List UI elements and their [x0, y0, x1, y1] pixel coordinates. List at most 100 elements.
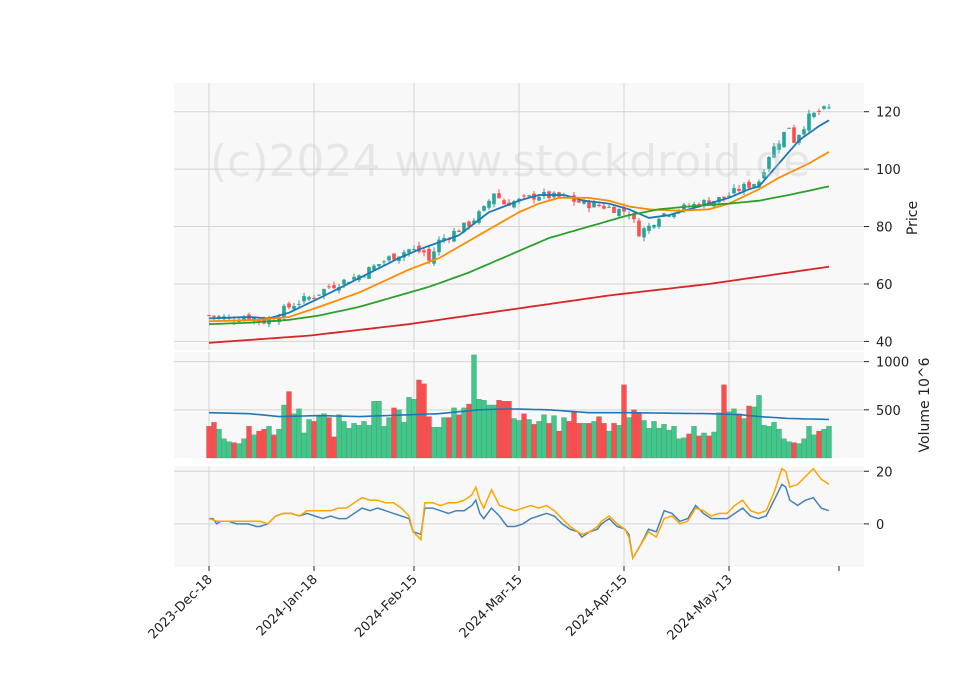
- volume-bar: [561, 417, 567, 459]
- candle-up: [827, 107, 831, 109]
- candle-down: [707, 200, 711, 205]
- candle-down: [522, 195, 526, 197]
- candle-down: [422, 250, 426, 253]
- volume-bar: [716, 412, 722, 459]
- volume-bar: [226, 441, 232, 459]
- candle-up: [812, 112, 816, 118]
- volume-tick-label: 500: [876, 404, 901, 419]
- volume-bar: [686, 433, 692, 459]
- volume-bar: [676, 438, 682, 459]
- candle-up: [797, 134, 801, 143]
- candle-up: [777, 143, 781, 150]
- volume-bar: [251, 434, 257, 459]
- candle-up: [767, 157, 771, 169]
- volume-bar: [246, 426, 252, 459]
- candle-up: [317, 294, 321, 296]
- candle-up: [662, 213, 666, 216]
- oscillator-tick-label: 20: [876, 465, 893, 480]
- candle-up: [642, 228, 646, 238]
- price-tick-label: 40: [876, 335, 893, 350]
- candle-down: [392, 253, 396, 260]
- volume-bar: [261, 428, 267, 459]
- volume-bar: [451, 407, 457, 459]
- volume-bar: [276, 428, 282, 459]
- volume-bar: [636, 412, 642, 459]
- volume-bar: [786, 441, 792, 459]
- volume-bar: [756, 395, 762, 459]
- volume-bar: [696, 435, 702, 459]
- candle-down: [817, 110, 821, 112]
- volume-bar: [811, 434, 817, 459]
- volume-panel: 500 1000: [174, 352, 909, 459]
- price-tick-label: 120: [876, 106, 901, 121]
- volume-bar: [801, 438, 807, 459]
- candle-down: [587, 201, 591, 209]
- volume-bar: [556, 430, 562, 459]
- candle-up: [302, 296, 306, 302]
- volume-bar: [321, 413, 327, 459]
- candle-up: [762, 171, 766, 179]
- volume-bar: [566, 421, 572, 459]
- volume-bar: [266, 426, 272, 459]
- volume-bar: [581, 423, 587, 459]
- volume-bar: [546, 423, 552, 459]
- candle-up: [667, 215, 671, 217]
- volume-bar: [821, 428, 827, 459]
- volume-bar: [336, 414, 342, 459]
- candle-up: [802, 129, 806, 135]
- candle-up: [442, 238, 446, 240]
- volume-bar: [376, 400, 382, 459]
- candle-down: [792, 127, 796, 143]
- volume-tick-label: 1000: [876, 356, 909, 371]
- candle-up: [807, 113, 811, 131]
- candle-down: [722, 196, 726, 199]
- volume-bar: [426, 416, 432, 459]
- volume-bar: [221, 438, 227, 459]
- candle-up: [647, 225, 651, 231]
- volume-bar: [611, 423, 617, 459]
- volume-bar: [806, 426, 812, 459]
- candle-up: [717, 197, 721, 203]
- volume-bar: [456, 414, 462, 459]
- candle-up: [292, 306, 296, 310]
- volume-bar: [371, 400, 377, 459]
- candle-down: [737, 188, 741, 191]
- moving-average-line-3: [208, 185, 830, 326]
- candle-up: [477, 211, 481, 223]
- oscillator-panel: 0 20: [174, 465, 893, 566]
- price-axis-label: Price: [905, 201, 921, 235]
- price-panel: 40 60 80 100 120: [174, 83, 901, 350]
- candle-up: [822, 106, 826, 109]
- volume-bar: [491, 404, 497, 459]
- candle-down: [612, 206, 616, 214]
- candle-up: [342, 279, 346, 285]
- candle-up: [712, 201, 716, 207]
- candle-up: [372, 265, 376, 271]
- volume-bar: [586, 423, 592, 459]
- candle-up: [527, 195, 531, 197]
- oscillator-line-2: [208, 467, 830, 561]
- volume-average-line: [208, 408, 830, 421]
- volume-bar: [471, 354, 477, 459]
- volume-bar: [461, 407, 467, 459]
- candle-up: [787, 127, 791, 129]
- candle-down: [207, 315, 211, 317]
- volume-bar: [601, 423, 607, 459]
- candle-up: [742, 183, 746, 192]
- volume-bar: [366, 425, 372, 459]
- volume-bar: [531, 424, 537, 459]
- volume-bar: [536, 421, 542, 459]
- volume-bar: [691, 426, 697, 459]
- volume-bar: [401, 422, 407, 459]
- volume-bar: [776, 428, 782, 459]
- candle-down: [427, 248, 431, 261]
- candle-down: [497, 193, 501, 199]
- oscillator-tick-label: 0: [876, 518, 884, 533]
- volume-bar: [281, 404, 287, 459]
- candle-up: [387, 256, 391, 261]
- volume-bar: [326, 417, 332, 459]
- candle-down: [327, 286, 331, 288]
- candle-up: [537, 196, 541, 201]
- volume-bar: [616, 425, 622, 459]
- candle-up: [362, 276, 366, 278]
